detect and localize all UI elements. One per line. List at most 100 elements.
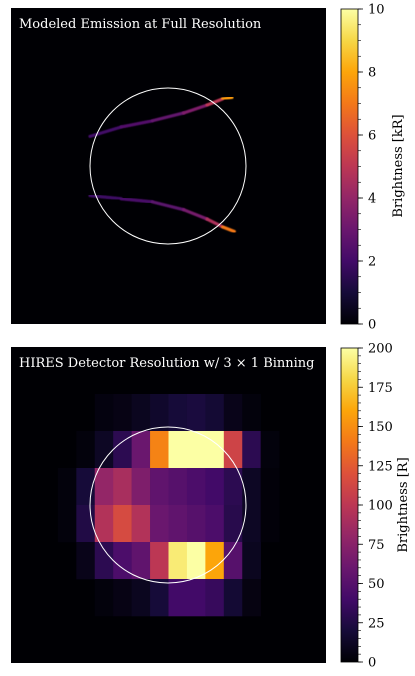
heatmap-cell — [205, 542, 225, 580]
panel1-title: Modeled Emission at Full Resolution — [19, 17, 262, 32]
heatmap-cell — [186, 431, 206, 469]
heatmap-cell — [260, 505, 280, 543]
colorbar1-ticks: 0 2 4 6 8 10 — [358, 3, 385, 333]
heatmap-cell — [186, 505, 206, 543]
colorbar2-gradient — [340, 347, 359, 663]
heatmap-cell — [57, 468, 77, 506]
upper-arc-segment — [119, 119, 154, 129]
heatmap-cell — [94, 579, 114, 617]
heatmap-cell — [186, 394, 206, 432]
heatmap-cell — [113, 394, 132, 432]
heatmap-cell — [76, 431, 96, 469]
colorbar-tick-label: 25 — [368, 616, 385, 631]
heatmap-cell — [205, 505, 225, 543]
heatmap-cell — [242, 579, 261, 617]
heatmap-cell — [113, 431, 132, 469]
upper-arc-segment — [182, 103, 209, 115]
lower-arc-segment — [205, 217, 225, 229]
heatmap-cell — [150, 431, 169, 469]
heatmap-cell — [150, 505, 169, 543]
heatmap-cell — [113, 468, 132, 506]
heatmap-cell — [186, 542, 206, 580]
panel1-emission-arcs — [88, 95, 236, 234]
heatmap-cell — [242, 394, 261, 432]
lower-arc-segment — [150, 200, 186, 212]
lower-arc-segment — [119, 197, 154, 204]
heatmap-cell — [168, 431, 188, 469]
heatmap-cell — [150, 542, 169, 580]
heatmap-cell — [223, 579, 243, 617]
colorbar-tick-label: 150 — [368, 420, 393, 435]
lower-arc-segment — [88, 194, 123, 201]
colorbar-tick-label: 2 — [368, 255, 376, 270]
panel2-title: HIRES Detector Resolution w/ 3 × 1 Binni… — [19, 356, 315, 371]
panel1-disk-outline — [89, 87, 247, 245]
colorbar-tick-label: 50 — [368, 577, 385, 592]
colorbar-tick-label: 75 — [368, 538, 385, 553]
panel2-disk-outline — [89, 426, 247, 584]
heatmap-cell — [94, 505, 114, 543]
heatmap-cell — [260, 468, 280, 506]
heatmap-cell — [94, 542, 114, 580]
heatmap-cell — [131, 394, 151, 432]
heatmap-cell — [94, 468, 114, 506]
colorbar-tick-label: 0 — [368, 318, 376, 333]
colorbar-kR: 0 2 4 6 8 10 Brightness [kR] — [340, 3, 406, 333]
upper-arc-segment — [88, 125, 123, 138]
colorbar-tick-label: 175 — [368, 381, 393, 396]
heatmap-cell — [168, 394, 188, 432]
heatmap-cell — [242, 431, 261, 469]
colorbar-tick-label: 200 — [368, 342, 393, 357]
colorbar-tick-label: 4 — [368, 192, 376, 207]
colorbar-tick-label: 6 — [368, 129, 376, 144]
heatmap-cell — [150, 468, 169, 506]
colorbar1-label: Brightness [kR] — [391, 114, 406, 217]
heatmap-cell — [205, 394, 225, 432]
heatmap-cell — [168, 579, 188, 617]
heatmap-cell — [242, 542, 261, 580]
upper-arc-segment — [221, 95, 234, 101]
heatmap-cell — [168, 505, 188, 543]
heatmap-cell — [205, 431, 225, 469]
upper-arc-segment — [205, 97, 225, 107]
colorbar2-label: Brightness [R] — [396, 457, 411, 552]
heatmap-cell — [242, 505, 261, 543]
heatmap-cell — [205, 579, 225, 617]
colorbar-R: 0 25 50 75 100 125 150 175 200 Brightness [R] — [340, 342, 411, 671]
heatmap-cell — [94, 394, 114, 432]
colorbar2-ticks: 0 25 50 75 100 125 150 175 200 — [358, 342, 393, 671]
heatmap-cell — [223, 542, 243, 580]
heatmap-cell — [223, 505, 243, 543]
heatmap-cell — [131, 505, 151, 543]
heatmap-cell — [223, 468, 243, 506]
heatmap-cell — [113, 542, 132, 580]
heatmap-cell — [168, 468, 188, 506]
colorbar-tick-label: 10 — [368, 3, 385, 18]
colorbar-tick-label: 8 — [368, 66, 376, 81]
colorbar-tick-label: 100 — [368, 499, 393, 514]
heatmap-cell — [186, 468, 206, 506]
heatmap-cell — [131, 542, 151, 580]
colorbar1-gradient — [340, 8, 359, 325]
heatmap-cell — [94, 431, 114, 469]
upper-arc-segment — [150, 111, 186, 123]
heatmap-cell — [205, 468, 225, 506]
panel-modeled-emission: Modeled Emission at Full Resolution — [11, 8, 326, 324]
heatmap-cell — [113, 505, 132, 543]
colorbar-tick-label: 125 — [368, 459, 393, 474]
colorbar-tick-label: 0 — [368, 656, 376, 671]
heatmap-cell — [131, 431, 151, 469]
heatmap-cell — [168, 542, 188, 580]
panel2-heatmap-cells — [57, 394, 280, 617]
heatmap-cell — [150, 394, 169, 432]
heatmap-cell — [260, 431, 280, 469]
heatmap-cell — [242, 468, 261, 506]
panel-hires-detector: HIRES Detector Resolution w/ 3 × 1 Binni… — [11, 347, 326, 663]
heatmap-cell — [131, 468, 151, 506]
heatmap-cell — [223, 394, 243, 432]
heatmap-cell — [131, 579, 151, 617]
heatmap-cell — [76, 542, 96, 580]
heatmap-cell — [150, 579, 169, 617]
heatmap-cell — [57, 505, 77, 543]
